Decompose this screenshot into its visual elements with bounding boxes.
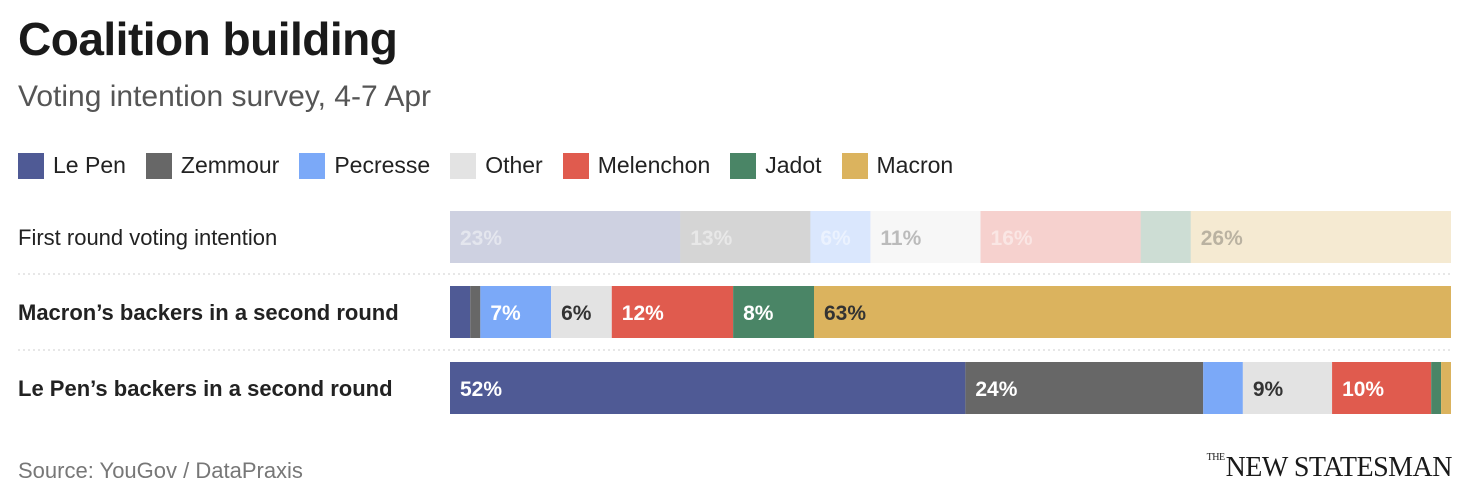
legend-swatch	[299, 152, 326, 179]
legend-label: Jadot	[765, 152, 822, 178]
legend-swatch	[18, 152, 44, 179]
bar-segment-le pen	[450, 286, 471, 338]
bar-segment-pecresse	[480, 286, 552, 338]
legend: Le Pen Zemmour Pecresse Other Melenchon Jadot…	[18, 152, 973, 179]
legend-swatch	[841, 152, 868, 179]
data-label: 9%	[1253, 378, 1284, 401]
data-label: 8%	[743, 302, 774, 325]
legend-item-other: Other	[450, 152, 543, 179]
data-label: 6%	[561, 302, 592, 325]
source-note: Source: YouGov / DataPraxis	[18, 458, 303, 483]
logo-prefix: THE	[1206, 452, 1225, 463]
legend-item-pecresse: Pecresse	[299, 152, 430, 179]
bar-segment-melenchon	[980, 211, 1141, 263]
bar-segment-macron	[1441, 362, 1451, 414]
legend-label: Pecresse	[334, 152, 431, 178]
legend-item-zemmour: Zemmour	[145, 152, 280, 179]
data-label: 23%	[460, 227, 502, 250]
legend-item-jadot: Jadot	[730, 152, 822, 179]
bar-segment-zemmour	[470, 286, 481, 338]
data-label: 26%	[1201, 227, 1243, 250]
data-label: 63%	[824, 302, 866, 325]
data-label: 10%	[1342, 378, 1384, 401]
legend-swatch	[562, 152, 589, 179]
bar-segment-pecresse	[810, 211, 871, 263]
bar-segment-jadot	[1140, 211, 1191, 263]
publisher-logo: THENEW STATESMAN	[1206, 452, 1453, 484]
bar-segment-other	[551, 286, 612, 338]
bar-segment-le pen	[450, 211, 681, 263]
legend-swatch	[730, 152, 757, 179]
data-label: 24%	[975, 378, 1017, 401]
data-label: 13%	[690, 227, 732, 250]
legend-label: Le Pen	[53, 152, 126, 178]
legend-swatch	[450, 152, 477, 179]
bar-segment-jadot	[1431, 362, 1442, 414]
data-label: 7%	[490, 302, 521, 325]
data-label: 6%	[820, 227, 851, 250]
logo-name: NEW STATESMAN	[1225, 452, 1453, 483]
row-label: Le Pen’s backers in a second round	[18, 376, 393, 401]
legend-swatch	[145, 152, 172, 179]
legend-label: Zemmour	[180, 152, 280, 178]
legend-label: Melenchon	[597, 152, 711, 178]
legend-item-macron: Macron	[841, 152, 954, 179]
bar-segment-macron	[1190, 211, 1451, 263]
legend-label: Macron	[876, 152, 954, 178]
bar-segment-zemmour	[680, 211, 811, 263]
bar-segment-melenchon	[1332, 362, 1432, 414]
bar-segment-pecresse	[1203, 362, 1243, 414]
bar-segment-macron	[814, 286, 1451, 338]
bar-segment-other	[1242, 362, 1333, 414]
stacked-bar-chart: First round voting intention 23% 13% 6% 11% 1…	[18, 211, 1451, 414]
legend-item-le pen: Le Pen	[18, 152, 126, 179]
row-label: First round voting intention	[18, 225, 277, 250]
bar-segment-other	[870, 211, 981, 263]
data-label: 52%	[460, 378, 502, 401]
data-label: 16%	[991, 227, 1033, 250]
legend-label: Other	[485, 152, 543, 178]
bar-segment-jadot	[733, 286, 814, 338]
bar-segment-le pen	[450, 362, 966, 414]
chart-subtitle: Voting intention survey, 4-7 Apr	[18, 80, 432, 113]
bar-segment-zemmour	[965, 362, 1204, 414]
chart-title: Coalition building	[18, 13, 398, 65]
legend-item-melenchon: Melenchon	[562, 152, 711, 179]
bar-segment-melenchon	[611, 286, 734, 338]
data-label: 12%	[622, 302, 664, 325]
data-label: 11%	[880, 227, 921, 250]
row-label: Macron’s backers in a second round	[18, 300, 399, 325]
